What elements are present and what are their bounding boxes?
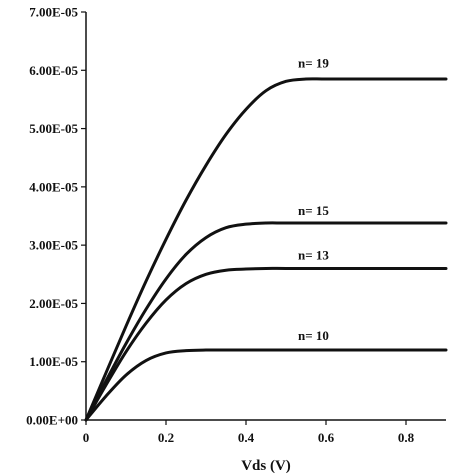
series-group: n= 19 n= 15 n= 13 n= 10 xyxy=(84,55,448,422)
y-tick-label: 4.00E-05 xyxy=(29,179,78,194)
series-line xyxy=(84,266,448,422)
y-tick-label: 2.00E-05 xyxy=(29,296,78,311)
series-label: n= 10 xyxy=(298,328,329,343)
series-line xyxy=(84,221,448,422)
y-tick-label: 1.00E-05 xyxy=(29,354,78,369)
series-line xyxy=(84,348,448,422)
y-axis-ticks: 0.00E+00 1.00E-05 2.00E-05 3.00E-05 4.00E-05… xyxy=(26,5,86,428)
y-tick-label: 0.00E+00 xyxy=(26,413,78,428)
x-tick-label: 0.4 xyxy=(238,430,255,445)
series-label: n= 13 xyxy=(298,248,329,263)
series-label: n= 19 xyxy=(298,55,329,70)
y-tick-label: 3.00E-05 xyxy=(29,238,78,253)
x-axis-title: Vds (V) xyxy=(241,458,291,474)
x-tick-label: 0.8 xyxy=(398,430,415,445)
y-tick-label: 5.00E-05 xyxy=(29,121,78,136)
x-tick-label: 0 xyxy=(83,430,90,445)
x-tick-label: 0.6 xyxy=(318,430,335,445)
y-tick-label: 7.00E-05 xyxy=(29,5,78,20)
y-tick-label: 6.00E-05 xyxy=(29,63,78,78)
series-label: n= 15 xyxy=(298,203,329,218)
x-axis-ticks: 0 0.2 0.4 0.6 0.8 xyxy=(83,420,415,445)
series-line xyxy=(84,77,448,422)
x-tick-label: 0.2 xyxy=(158,430,174,445)
